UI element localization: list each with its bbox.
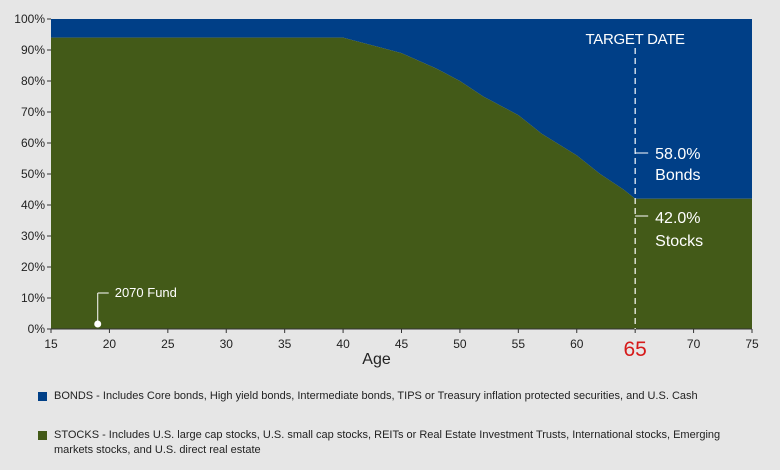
x-tick-label: 15: [44, 337, 58, 351]
x-tick-label-highlight: 65: [623, 338, 646, 361]
bonds-percent-label: 58.0%: [655, 146, 700, 163]
x-tick-label: 35: [278, 337, 292, 351]
x-tick-label: 50: [453, 337, 467, 351]
bonds-series-label: Bonds: [655, 167, 700, 184]
fund-label: 2070 Fund: [115, 285, 177, 300]
y-tick-label: 80%: [21, 74, 45, 88]
stocks-area: [51, 37, 752, 329]
legend-item-stocks: STOCKS - Includes U.S. large cap stocks,…: [38, 428, 738, 458]
y-tick-label: 0%: [28, 322, 46, 336]
x-tick-label: 60: [570, 337, 584, 351]
x-tick-label: 55: [512, 337, 526, 351]
bonds-area: [51, 19, 752, 199]
y-tick-label: 10%: [21, 291, 45, 305]
legend-swatch-bonds: [38, 392, 47, 401]
y-tick-label: 40%: [21, 198, 45, 212]
legend-item-bonds: BONDS - Includes Core bonds, High yield …: [38, 389, 738, 404]
x-tick-label: 45: [395, 337, 409, 351]
x-tick-label: 40: [336, 337, 350, 351]
legend-text-bonds: BONDS - Includes Core bonds, High yield …: [54, 390, 698, 402]
x-tick-label: 70: [687, 337, 701, 351]
stocks-percent-label: 42.0%: [655, 210, 700, 227]
y-tick-label: 50%: [21, 167, 45, 181]
x-tick-label: 20: [103, 337, 117, 351]
y-tick-label: 90%: [21, 43, 45, 57]
x-tick-label: 30: [220, 337, 234, 351]
y-tick-label: 60%: [21, 136, 45, 150]
y-tick-label: 100%: [14, 12, 45, 26]
glide-path-chart: 0% 10% 20% 30% 40% 50% 60% 70% 80% 90% 100% 15 20 25 3…: [14, 12, 759, 368]
x-axis-title: Age: [362, 351, 391, 368]
y-tick-label: 70%: [21, 105, 45, 119]
target-date-label: TARGET DATE: [586, 31, 686, 48]
stocks-series-label: Stocks: [655, 233, 703, 250]
y-tick-label: 30%: [21, 229, 45, 243]
fund-marker-dot: [94, 320, 102, 328]
y-tick-label: 20%: [21, 260, 45, 274]
legend-swatch-stocks: [38, 431, 47, 440]
x-tick-label: 25: [161, 337, 175, 351]
legend-text-stocks: STOCKS - Includes U.S. large cap stocks,…: [54, 429, 721, 456]
x-tick-label: 75: [745, 337, 759, 351]
